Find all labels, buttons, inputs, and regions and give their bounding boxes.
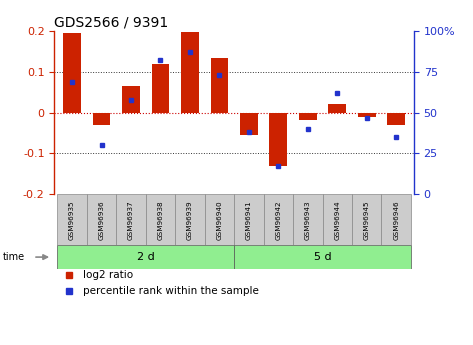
Bar: [293, 194, 323, 245]
Text: GSM96938: GSM96938: [158, 200, 164, 240]
Bar: [387, 112, 405, 125]
Bar: [122, 86, 140, 112]
Bar: [263, 194, 293, 245]
Bar: [57, 194, 87, 245]
Text: GSM96943: GSM96943: [305, 200, 311, 240]
Bar: [181, 32, 199, 112]
Text: log2 ratio: log2 ratio: [83, 270, 133, 280]
Bar: [63, 33, 81, 112]
Bar: [234, 245, 411, 269]
Bar: [234, 194, 263, 245]
Bar: [352, 194, 381, 245]
Bar: [358, 112, 376, 117]
Text: 2 d: 2 d: [137, 252, 155, 262]
Bar: [381, 194, 411, 245]
Bar: [328, 104, 346, 112]
Bar: [270, 112, 287, 166]
Bar: [299, 112, 316, 120]
Text: time: time: [2, 252, 25, 262]
Bar: [175, 194, 205, 245]
Text: GDS2566 / 9391: GDS2566 / 9391: [54, 16, 169, 30]
Bar: [57, 245, 234, 269]
Text: GSM96935: GSM96935: [69, 200, 75, 240]
Text: GSM96946: GSM96946: [393, 200, 399, 240]
Bar: [240, 112, 258, 135]
Bar: [152, 64, 169, 112]
Text: 5 d: 5 d: [314, 252, 332, 262]
Bar: [205, 194, 234, 245]
Bar: [93, 112, 110, 125]
Text: GSM96940: GSM96940: [217, 200, 222, 240]
Bar: [210, 58, 228, 112]
Bar: [323, 194, 352, 245]
Text: GSM96937: GSM96937: [128, 200, 134, 240]
Bar: [146, 194, 175, 245]
Text: GSM96944: GSM96944: [334, 200, 340, 240]
Text: GSM96939: GSM96939: [187, 200, 193, 240]
Text: percentile rank within the sample: percentile rank within the sample: [83, 286, 259, 296]
Text: GSM96945: GSM96945: [364, 200, 370, 240]
Bar: [87, 194, 116, 245]
Text: GSM96942: GSM96942: [275, 200, 281, 240]
Text: GSM96936: GSM96936: [98, 200, 105, 240]
Text: GSM96941: GSM96941: [246, 200, 252, 240]
Bar: [116, 194, 146, 245]
